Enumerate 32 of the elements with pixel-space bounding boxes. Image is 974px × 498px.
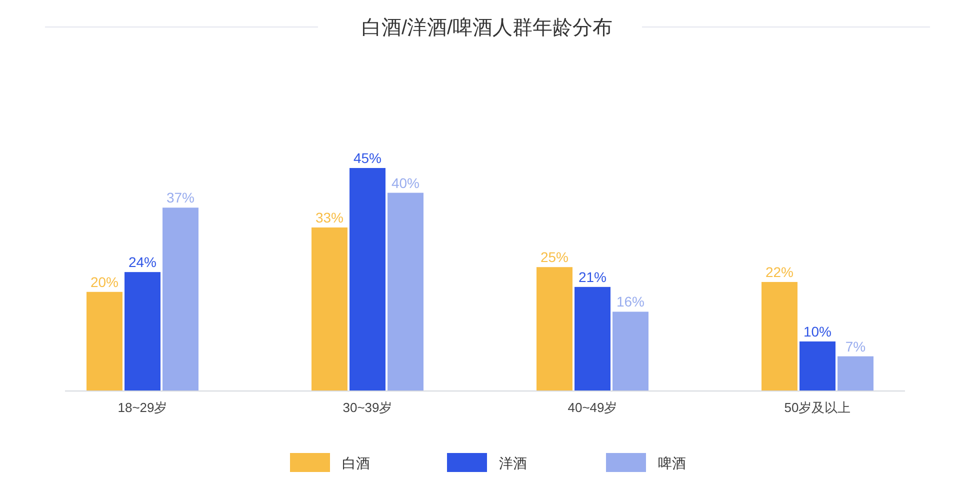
bar (124, 272, 160, 391)
data-label: 33% (315, 209, 344, 226)
data-label: 20% (90, 274, 119, 290)
x-tick-label: 30~39岁 (342, 400, 392, 415)
bar (612, 312, 648, 391)
chart-title: 白酒/洋酒/啤酒人群年龄分布 (361, 17, 613, 39)
data-label: 40% (391, 174, 420, 191)
data-label: 25% (540, 249, 569, 266)
bar (800, 341, 836, 391)
x-tick-label: 18~29岁 (118, 400, 168, 415)
bar (312, 227, 348, 391)
bar (388, 192, 424, 391)
bar (350, 168, 386, 391)
data-label: 37% (166, 190, 195, 206)
data-label: 22% (765, 264, 794, 280)
bar (86, 292, 122, 391)
bar (838, 356, 874, 391)
x-tick-label: 40~49岁 (568, 400, 618, 415)
bar (162, 208, 198, 391)
legend-label: 白酒 (342, 455, 370, 471)
data-label: 10% (803, 323, 832, 340)
data-label: 24% (128, 254, 157, 270)
bar (536, 267, 572, 391)
bar (574, 286, 610, 391)
legend-label: 洋酒 (499, 455, 527, 471)
data-label: 45% (353, 150, 382, 166)
legend-label: 啤酒 (658, 455, 686, 471)
bar (762, 282, 798, 391)
data-label: 16% (616, 294, 645, 310)
x-tick-label: 50岁及以上 (784, 400, 851, 415)
data-label: 21% (578, 268, 607, 285)
data-label: 7% (845, 338, 866, 354)
